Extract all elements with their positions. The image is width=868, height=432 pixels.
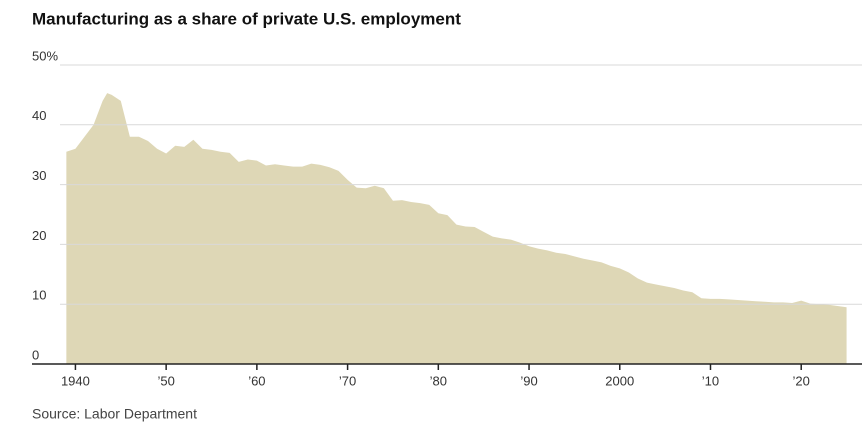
- x-tick-label: 1940: [61, 373, 90, 388]
- source: Source: Labor Department: [32, 406, 197, 422]
- area: [66, 93, 847, 364]
- y-tick-label: 50%: [32, 48, 58, 63]
- x-tick-label: 2000: [605, 373, 634, 388]
- x-tick-label: ’10: [702, 373, 719, 388]
- y-tick-label: 30: [32, 168, 46, 183]
- x-tick-label: ’50: [157, 373, 174, 388]
- x-tick-label: ’20: [793, 373, 810, 388]
- y-tick-label: 0: [32, 347, 39, 362]
- chart-title: Manufacturing as a share of private U.S.…: [32, 9, 461, 28]
- y-tick-label: 20: [32, 228, 46, 243]
- x-tick-label: ’60: [248, 373, 265, 388]
- y-tick-label: 10: [32, 288, 46, 303]
- x-tick-label: ’80: [430, 373, 447, 388]
- x-tick-label: ’90: [520, 373, 537, 388]
- x-tick-label: ’70: [339, 373, 356, 388]
- y-tick-label: 40: [32, 108, 46, 123]
